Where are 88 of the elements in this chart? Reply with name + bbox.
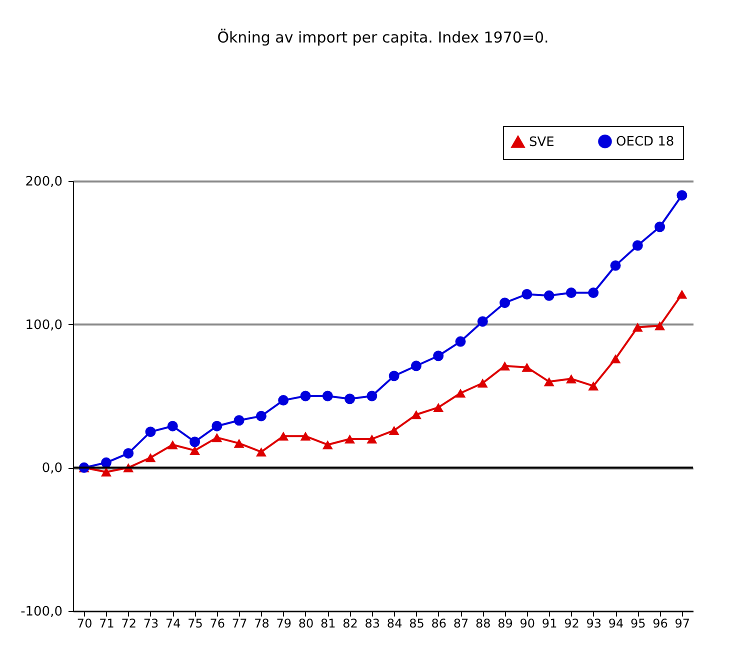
x-tick-label: 95 (630, 616, 646, 630)
x-tick-label: 92 (564, 616, 580, 630)
x-tick-label: 76 (210, 616, 226, 630)
point (566, 374, 576, 384)
x-tick-label: 82 (342, 616, 358, 630)
x-tick-label: 79 (276, 616, 292, 630)
point (522, 289, 532, 300)
x-tick-label: 75 (188, 616, 203, 630)
y-tick-label: 100,0 (25, 318, 62, 333)
x-tick-label: 74 (166, 616, 181, 630)
x-tick-label: 70 (76, 616, 92, 630)
x-tick-label: 93 (586, 616, 602, 630)
point (588, 288, 599, 298)
point (145, 426, 156, 438)
point (234, 438, 244, 448)
point (455, 336, 466, 347)
x-tick-label: 97 (674, 616, 690, 630)
point (610, 260, 621, 271)
point (366, 390, 378, 402)
point (500, 361, 510, 370)
x-tick-label: 73 (143, 616, 159, 630)
point (145, 453, 156, 462)
y-tick-label: 0,0 (42, 461, 62, 476)
point (455, 388, 466, 398)
point (212, 420, 222, 432)
point (100, 467, 112, 477)
point (322, 440, 333, 450)
point (167, 440, 178, 450)
point (100, 457, 112, 468)
point (322, 390, 333, 402)
point (256, 410, 266, 422)
x-tick-label: 77 (232, 616, 248, 630)
x-tick-label: 91 (542, 616, 558, 630)
point (344, 394, 356, 404)
point (654, 222, 666, 232)
point (212, 433, 222, 442)
point (278, 395, 289, 406)
point (632, 240, 643, 251)
point (410, 410, 422, 420)
point (300, 432, 311, 441)
point (300, 390, 311, 402)
point (610, 354, 621, 364)
point (654, 321, 666, 330)
x-tick-label: 72 (121, 616, 136, 630)
point (366, 434, 378, 444)
x-tick-label: 80 (298, 616, 314, 630)
x-tick-label: 89 (498, 616, 513, 630)
point (544, 377, 554, 386)
chart-title: Ökning av import per capita. Index 1970=0. (217, 28, 549, 46)
point (234, 415, 244, 426)
point (477, 378, 488, 388)
point (388, 426, 400, 435)
x-tick-label: 86 (431, 616, 446, 630)
point (123, 448, 134, 459)
point (544, 290, 554, 301)
point (433, 402, 444, 412)
x-tick-label: 81 (320, 616, 336, 630)
point (344, 434, 356, 444)
y-tick-label: 200,0 (25, 174, 62, 190)
point (477, 316, 488, 327)
x-tick-label: 78 (254, 616, 270, 630)
point (410, 360, 422, 372)
point (588, 381, 599, 391)
point (433, 350, 444, 362)
point (278, 432, 289, 441)
x-tick-label: 88 (476, 616, 491, 630)
x-tick-label: 83 (364, 616, 380, 630)
point (566, 288, 576, 298)
x-tick-label: 71 (99, 616, 114, 630)
point (522, 362, 532, 372)
x-tick-label: 85 (409, 616, 424, 630)
point (676, 290, 688, 299)
point (167, 420, 178, 432)
x-tick-label: 87 (453, 616, 469, 630)
point (256, 447, 266, 456)
legend-label: OECD 18 (616, 134, 674, 150)
point (190, 436, 200, 448)
point (500, 298, 510, 308)
x-tick-label: 90 (520, 616, 536, 630)
x-tick-label: 96 (652, 616, 668, 630)
point (676, 190, 688, 201)
legend-label: SVE (529, 134, 554, 150)
point (190, 446, 200, 456)
point (388, 370, 400, 382)
x-tick-label: 94 (608, 616, 624, 630)
x-tick-label: 84 (386, 616, 402, 630)
point (632, 322, 643, 332)
y-tick-label: -100,0 (20, 604, 62, 620)
